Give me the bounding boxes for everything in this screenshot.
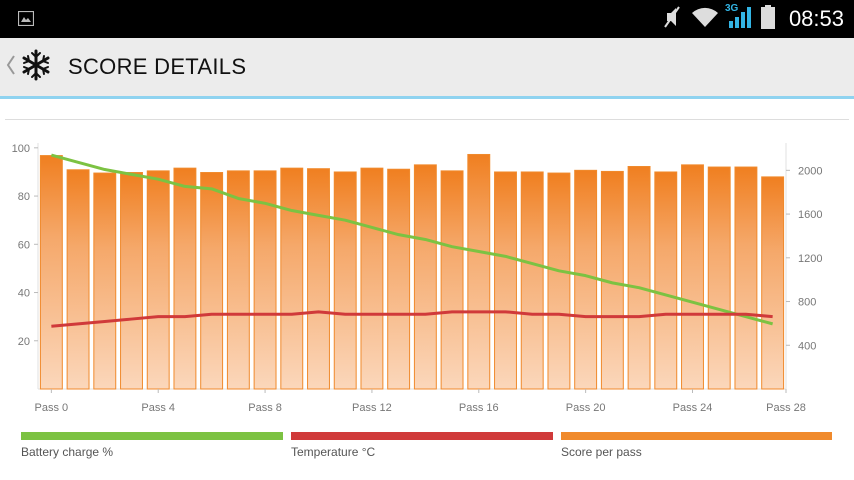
legend-battery-swatch [21, 432, 283, 440]
score-bar [146, 170, 170, 390]
score-bar [387, 168, 411, 390]
x-axis-tick-label: Pass 4 [141, 402, 175, 414]
legend-score-label: Score per pass [561, 445, 642, 459]
score-bar [333, 171, 357, 390]
score-bar [734, 166, 758, 390]
right-axis-tick-label: 400 [798, 340, 816, 352]
score-bar [120, 172, 143, 390]
legend-battery-label: Battery charge % [21, 445, 114, 459]
score-bar [93, 172, 117, 390]
status-bar: 3G 08:53 [0, 0, 854, 38]
right-axis-tick-label: 1200 [798, 253, 822, 265]
score-bar [360, 167, 384, 390]
x-axis-tick-label: Pass 28 [766, 402, 806, 414]
mute-icon [661, 5, 683, 34]
snowflake-app-icon [20, 49, 52, 86]
up-navigation[interactable]: SCORE DETAILS [6, 38, 246, 96]
legend-score: Score per pass [561, 432, 832, 472]
score-chart: 20 40 60 80 100 400 800 1200 1600 2000 Pass 0 Pass … [12, 143, 823, 414]
wifi-icon [691, 6, 719, 33]
score-bar [547, 172, 571, 390]
x-axis-tick-label: Pass 20 [566, 402, 606, 414]
legend-temperature-label: Temperature °C [291, 445, 376, 459]
score-bar [39, 155, 63, 390]
temperature-line [51, 310, 773, 328]
score-bar [200, 172, 224, 390]
legend-temperature: Temperature °C [291, 432, 553, 472]
x-axis-tick-label: Pass 0 [35, 402, 69, 414]
score-bar [440, 170, 464, 390]
score-bar [761, 176, 785, 390]
divider [5, 119, 849, 120]
score-bar [173, 167, 197, 390]
action-bar: SCORE DETAILS [0, 38, 854, 99]
score-bar [627, 166, 651, 390]
right-axis-tick-label: 800 [798, 297, 816, 309]
left-axis-tick-label: 100 [12, 143, 30, 155]
status-clock: 08:53 [788, 6, 844, 31]
x-axis-tick-label: Pass 16 [459, 402, 499, 414]
page-title: SCORE DETAILS [68, 54, 247, 79]
x-axis-tick-label: Pass 24 [673, 402, 713, 414]
legend-temperature-swatch [291, 432, 553, 440]
score-bar [654, 171, 678, 390]
score-bar [520, 171, 544, 390]
score-bar [307, 168, 330, 390]
left-axis-tick-label: 40 [18, 288, 30, 300]
score-bar [280, 167, 304, 390]
score-bar [681, 164, 704, 390]
left-axis-tick-label: 80 [18, 191, 30, 203]
score-bar [413, 164, 437, 390]
x-axis-tick-label: Pass 8 [248, 402, 282, 414]
score-bar [467, 153, 491, 390]
signal-icon: 3G [724, 2, 753, 34]
right-axis-tick-label: 2000 [798, 165, 822, 177]
battery-charge-line [50, 153, 774, 326]
image-notification-icon [17, 10, 35, 31]
score-bar [574, 169, 598, 390]
score-bar [707, 166, 731, 390]
battery-icon [760, 4, 775, 34]
status-icons: 3G 08:53 [661, 0, 854, 38]
score-bar [66, 169, 90, 390]
score-bar [226, 170, 250, 390]
right-axis-tick-label: 1600 [798, 209, 822, 221]
left-axis-tick-label: 60 [18, 239, 30, 251]
score-bar [494, 171, 517, 390]
x-axis-tick-label: Pass 12 [352, 402, 392, 414]
left-axis-tick-label: 20 [18, 336, 30, 348]
network-type-label: 3G [724, 2, 739, 14]
legend-battery: Battery charge % [21, 432, 283, 472]
legend-score-swatch [561, 432, 832, 440]
back-chevron-icon[interactable] [6, 54, 16, 81]
